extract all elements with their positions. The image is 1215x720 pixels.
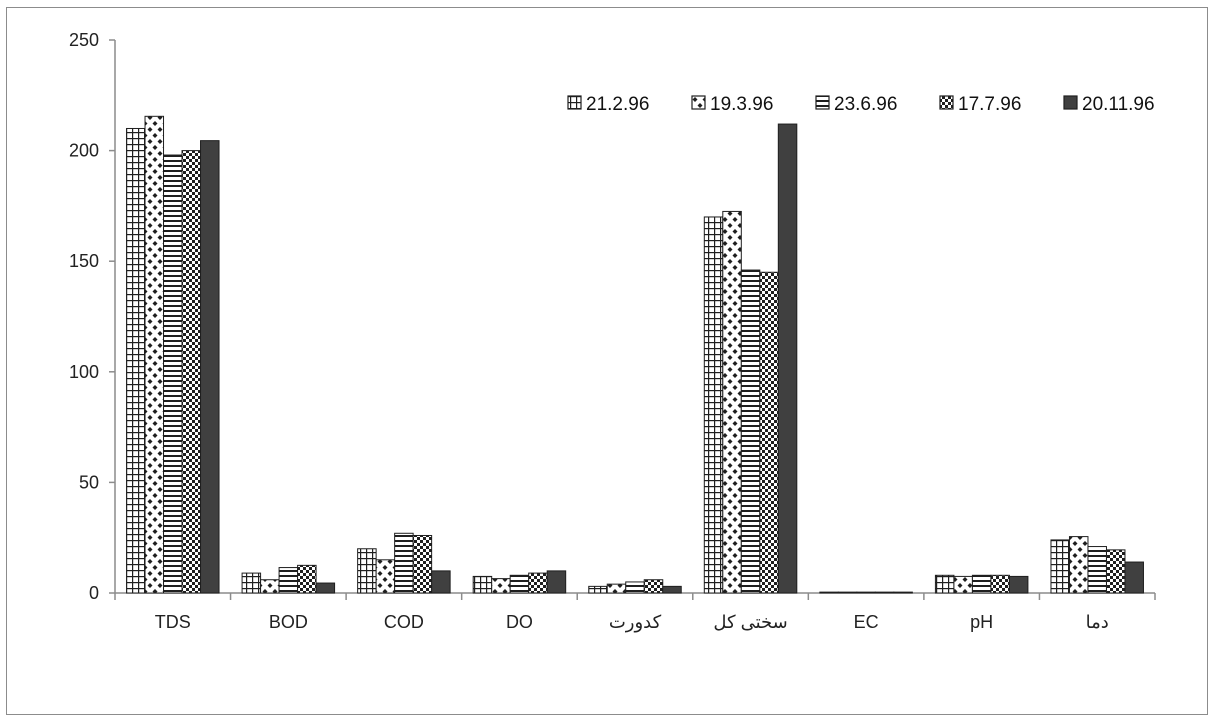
y-tick-label: 250: [69, 30, 99, 50]
legend-label: 19.3.96: [710, 94, 773, 115]
bar: [1008, 575, 1029, 594]
bar: [588, 585, 608, 594]
bar: [643, 579, 664, 594]
legend-swatch: [567, 95, 582, 110]
bar: [1087, 546, 1107, 594]
legend-item: 19.3.96: [691, 94, 773, 115]
bar: [546, 570, 567, 594]
bars: [126, 115, 1144, 594]
legend-item: 17.7.96: [939, 94, 1021, 115]
bar: [163, 154, 183, 594]
bar: [491, 578, 511, 594]
legend-item: 21.2.96: [567, 94, 649, 115]
bar: [722, 210, 742, 594]
bar: [990, 574, 1010, 594]
legend-label: 20.11.96: [1082, 94, 1155, 115]
bar: [181, 150, 202, 594]
x-axis: TDS BOD COD DO كدورت سختی کل EC pH دما: [114, 592, 1156, 633]
bar: [412, 534, 433, 594]
bar: [777, 123, 798, 594]
legend-swatch: [815, 95, 830, 110]
y-tick-label: 150: [69, 251, 99, 271]
y-tick-label: 200: [69, 141, 99, 161]
bar: [297, 564, 317, 594]
bar: [893, 591, 913, 594]
bar: [278, 567, 299, 594]
legend-label: 21.2.96: [586, 94, 649, 115]
bar: [1050, 539, 1070, 594]
bar: [394, 532, 414, 594]
y-tick-label: 50: [79, 472, 99, 492]
bar: [1105, 549, 1126, 594]
bar: [819, 591, 839, 594]
x-category-label: BOD: [269, 612, 308, 632]
bar: [759, 271, 779, 594]
x-category-label: DO: [506, 612, 533, 632]
bar: [953, 575, 973, 594]
bar: [874, 591, 895, 594]
bar: [509, 574, 530, 594]
bar: [703, 216, 724, 594]
bar: [837, 591, 858, 594]
y-tick-label: 0: [89, 583, 99, 603]
bar: [126, 127, 146, 594]
legend-item: 23.6.96: [815, 94, 897, 115]
bar: [856, 591, 876, 594]
x-category-label: سختی کل: [713, 612, 787, 632]
bar: [375, 559, 396, 594]
y-axis: 0 50 100 150 200 250: [69, 30, 116, 603]
bar: [740, 269, 761, 594]
x-category-label: TDS: [155, 612, 191, 632]
legend-swatch: [1063, 95, 1078, 110]
bar: [260, 579, 280, 594]
bar: [1068, 536, 1089, 594]
x-category-label: كدورت: [609, 612, 662, 633]
bar: [528, 572, 548, 594]
x-category-label: EC: [854, 612, 879, 632]
y-tick-label: 100: [69, 362, 99, 382]
bar: [200, 140, 220, 594]
bar: [1124, 561, 1144, 594]
legend-item: 20.11.96: [1063, 94, 1155, 115]
x-category-label: COD: [384, 612, 424, 632]
legend: 21.2.96 19.3.96 23.6.96 17.7.96 20.11.96: [567, 94, 1155, 115]
bar: [934, 574, 955, 594]
bar: [144, 115, 165, 594]
legend-label: 23.6.96: [834, 94, 897, 115]
bar: [971, 574, 992, 594]
bar: [472, 575, 493, 594]
legend-swatch: [939, 95, 954, 110]
x-category-label: pH: [970, 612, 993, 632]
bar: [662, 585, 682, 594]
x-category-label: دما: [1086, 612, 1109, 632]
bar: [606, 583, 627, 594]
bar: [315, 582, 336, 594]
legend-label: 17.7.96: [958, 94, 1021, 115]
bar: [357, 548, 377, 594]
bar: [431, 570, 451, 594]
legend-swatch: [691, 95, 706, 110]
bar: [241, 572, 262, 594]
bar: [625, 581, 645, 594]
